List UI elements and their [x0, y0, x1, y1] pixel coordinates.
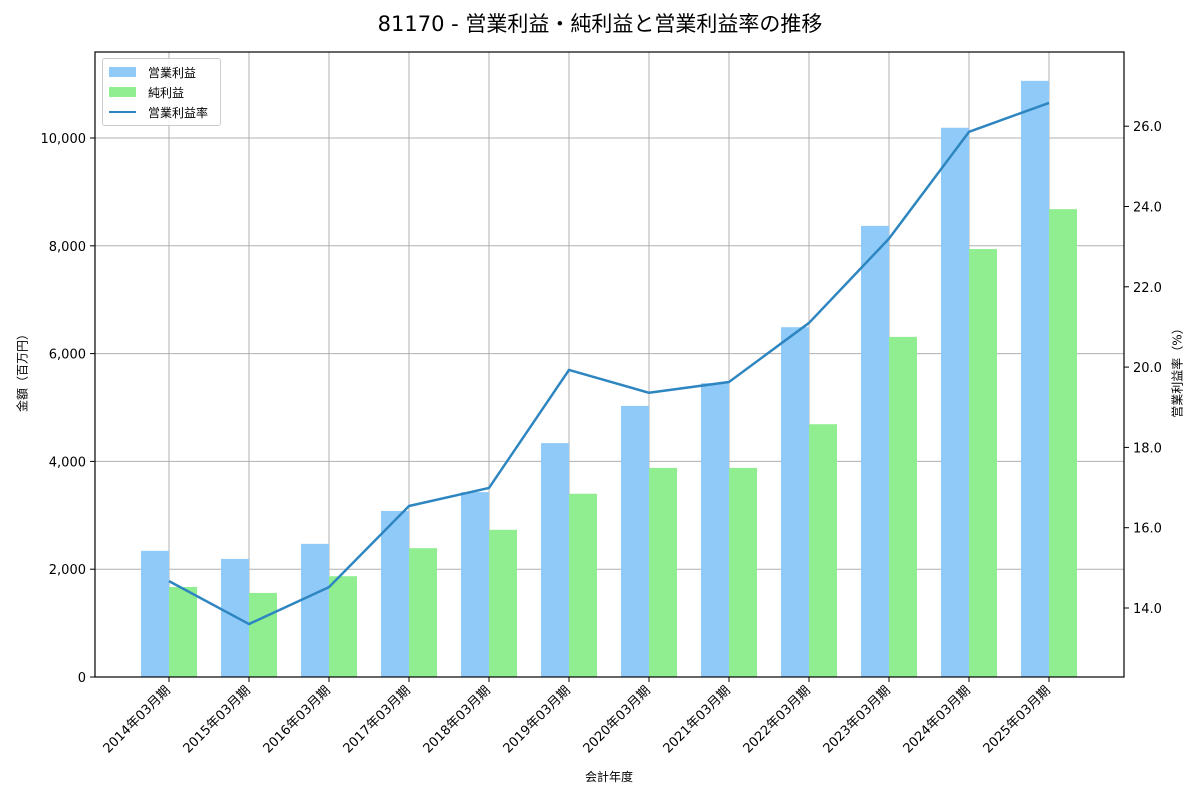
x-tick-label: 2017年03月期 [341, 683, 414, 756]
x-tick-label: 2015年03月期 [181, 683, 254, 756]
legend-label: 営業利益率 [148, 105, 209, 120]
x-tick-label: 2024年03月期 [901, 683, 974, 756]
y-tick-label-right: 26.0 [1133, 120, 1162, 135]
bar-operating-profit [541, 443, 569, 677]
x-tick-label: 2014年03月期 [101, 683, 174, 756]
y-tick-label-right: 18.0 [1133, 441, 1162, 456]
bar-net-profit [169, 586, 197, 677]
legend-item-net-profit: 純利益 [103, 82, 220, 102]
bar-net-profit [489, 529, 517, 677]
bar-operating-profit [1021, 80, 1049, 678]
x-tick-label: 2018年03月期 [421, 683, 494, 756]
chart-title: 81170 - 営業利益・純利益と営業利益率の推移 [377, 12, 823, 36]
y-tick-label-right: 14.0 [1133, 602, 1162, 617]
bar-operating-profit [701, 383, 729, 677]
legend-swatch-operating-margin [109, 111, 136, 113]
y-tick-label-left: 4,000 [49, 455, 86, 470]
legend-item-operating-margin: 営業利益率 [103, 102, 220, 122]
legend-swatch-operating-profit [109, 67, 136, 77]
y-tick-label-left: 10,000 [41, 132, 87, 147]
bar-operating-profit [941, 127, 969, 677]
bar-net-profit [969, 249, 997, 677]
legend-swatch-net-profit [109, 87, 136, 97]
bar-operating-profit [301, 543, 329, 677]
bar-net-profit [409, 548, 437, 677]
x-tick-label: 2019年03月期 [501, 683, 574, 756]
x-tick-label: 2020年03月期 [581, 683, 654, 756]
bar-operating-profit [781, 327, 809, 677]
bar-operating-profit [141, 550, 169, 677]
y-tick-label-left: 8,000 [49, 240, 86, 255]
line-operating-margin [168, 101, 1050, 626]
bar-net-profit [889, 336, 917, 677]
y-tick-label-left: 2,000 [49, 563, 86, 578]
bar-operating-profit [461, 492, 489, 677]
bar-net-profit [729, 467, 757, 677]
bar-series [141, 80, 1077, 678]
bar-net-profit [809, 424, 837, 677]
plot-frame [94, 51, 1125, 678]
y-tick-label-left: 0 [78, 671, 86, 686]
x-tick-label: 2023年03月期 [821, 683, 894, 756]
y-tick-label-left: 6,000 [49, 348, 86, 363]
x-tick-label: 2022年03月期 [741, 683, 814, 756]
bar-net-profit [649, 467, 677, 677]
bar-operating-profit [221, 558, 249, 677]
legend-item-operating-profit: 営業利益 [103, 62, 220, 82]
bar-net-profit [249, 592, 277, 677]
y-tick-label-right: 24.0 [1133, 201, 1162, 216]
legend-label: 営業利益 [148, 65, 197, 80]
line-series [168, 101, 1050, 626]
y-tick-label-right: 20.0 [1133, 361, 1162, 376]
bar-net-profit [1049, 209, 1077, 677]
bar-operating-profit [381, 510, 409, 677]
bar-operating-profit [861, 225, 889, 677]
y-tick-label-right: 16.0 [1133, 522, 1162, 537]
y-tick-label-right: 22.0 [1133, 281, 1162, 296]
bar-net-profit [569, 493, 597, 677]
bar-operating-profit [621, 405, 649, 677]
x-tick-label: 2016年03月期 [261, 683, 334, 756]
x-axis-label: 会計年度 [584, 770, 634, 784]
x-tick-label: 2021年03月期 [661, 683, 734, 756]
x-tick-label: 2025年03月期 [981, 683, 1054, 756]
legend: 営業利益 純利益 営業利益率 [102, 58, 221, 126]
bar-net-profit [329, 576, 357, 677]
legend-label: 純利益 [148, 85, 185, 100]
